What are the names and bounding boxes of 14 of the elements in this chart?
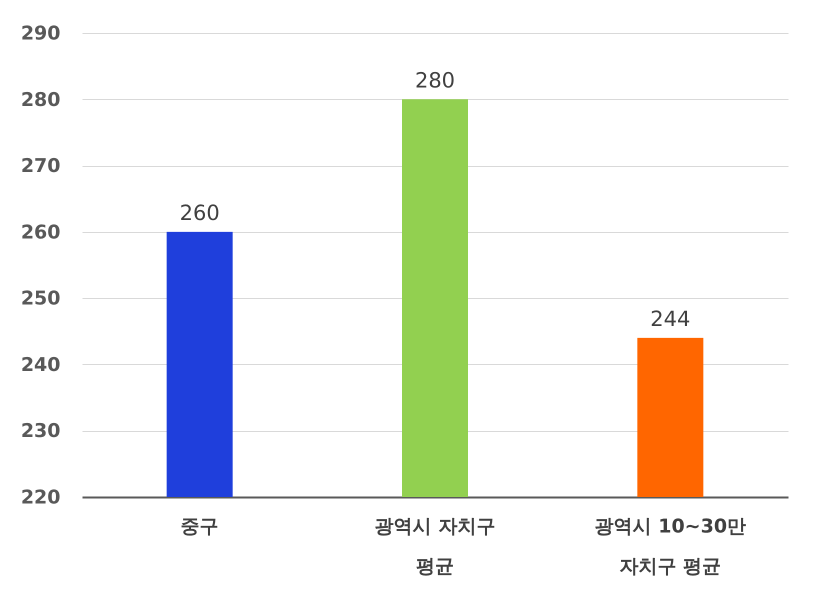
y-tick-label: 220 <box>20 486 60 508</box>
y-tick-label: 230 <box>20 420 60 442</box>
y-tick-label: 260 <box>20 221 60 244</box>
x-tick-label: 광역시 자치구 평균 <box>374 516 496 578</box>
x-tick-label: 광역시 10~30만 자치구 평균 <box>594 516 746 578</box>
y-tick-label: 240 <box>20 354 60 376</box>
y-tick-label: 290 <box>20 22 60 44</box>
data-label: 280 <box>414 68 456 92</box>
data-label: 244 <box>650 306 690 331</box>
data-label: 260 <box>180 200 220 225</box>
y-tick-label: 250 <box>20 288 60 310</box>
y-tick-label: 280 <box>20 88 60 111</box>
y-tick-label: 270 <box>20 155 60 178</box>
x-tick-label: 중구 <box>180 516 219 538</box>
